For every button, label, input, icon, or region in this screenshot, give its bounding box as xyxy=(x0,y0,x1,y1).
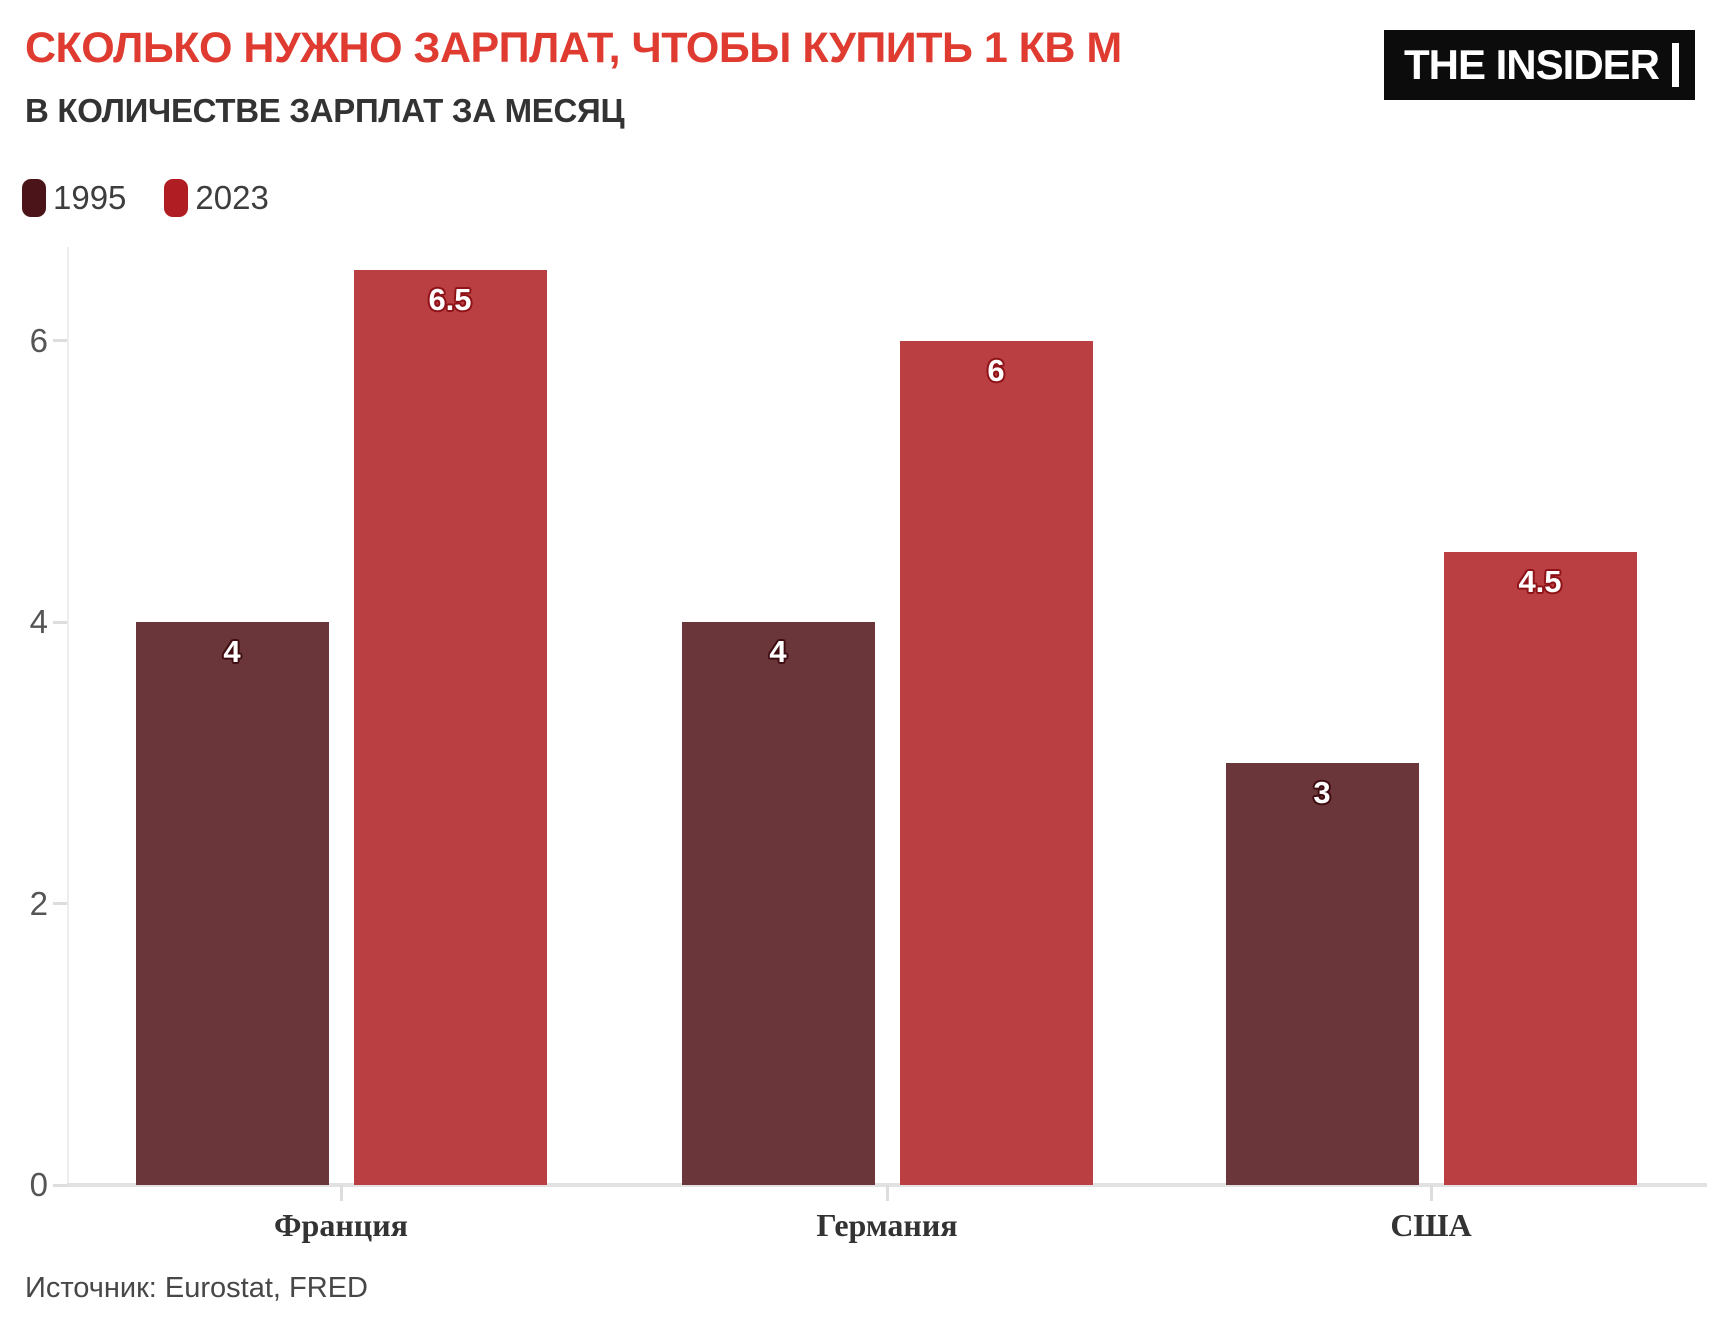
bar-2023-Германия xyxy=(899,341,1093,1185)
y-tick-mark xyxy=(53,902,67,906)
y-tick-mark xyxy=(53,620,67,624)
y-tick-label: 0 xyxy=(29,1166,48,1203)
y-tick-mark xyxy=(53,339,67,343)
bar-value-label: 3 xyxy=(1313,775,1331,810)
chart-legend: 1995 2023 xyxy=(22,179,269,217)
y-tick-label: 2 xyxy=(29,884,48,922)
bar-2023-США xyxy=(1443,552,1637,1185)
bar-value-label: 6.5 xyxy=(428,282,472,317)
bar-2023-Франция xyxy=(353,270,547,1185)
bar-value-label: 6 xyxy=(987,353,1005,388)
x-tick-mark xyxy=(1429,1185,1433,1201)
legend-swatch-2023 xyxy=(164,179,189,217)
x-tick-mark xyxy=(339,1185,343,1201)
x-category-label: США xyxy=(1390,1207,1472,1243)
source-note: Источник: Eurostat, FRED xyxy=(25,1272,368,1304)
legend-swatch-1995 xyxy=(22,179,46,217)
bar-1995-Франция xyxy=(135,622,329,1185)
legend-label-1995: 1995 xyxy=(53,179,127,216)
y-tick-label: 4 xyxy=(29,603,48,641)
x-category-label: Германия xyxy=(816,1207,958,1243)
legend-label-2023: 2023 xyxy=(195,179,269,216)
logo-text: THE INSIDER xyxy=(1403,41,1660,88)
bar-1995-США xyxy=(1225,763,1419,1185)
legend-item-1995: 1995 xyxy=(22,179,126,217)
legend-item-2023: 2023 xyxy=(164,179,269,217)
page-title: СКОЛЬКО НУЖНО ЗАРПЛАТ, ЧТОБЫ КУПИТЬ 1 КВ… xyxy=(25,24,1122,72)
bar-value-label: 4 xyxy=(223,634,241,669)
the-insider-logo: THE INSIDER xyxy=(1383,30,1695,100)
bar-value-label: 4 xyxy=(769,634,787,669)
x-category-label: Франция xyxy=(274,1207,408,1243)
y-tick-label: 6 xyxy=(29,321,48,359)
x-tick-mark xyxy=(885,1185,889,1201)
bar-1995-Германия xyxy=(681,622,875,1185)
bar-value-label: 4.5 xyxy=(1518,564,1562,599)
logo-cursor-bar xyxy=(1672,43,1679,87)
y-tick-mark xyxy=(53,1183,67,1187)
page-subtitle: В КОЛИЧЕСТВЕ ЗАРПЛАТ ЗА МЕСЯЦ xyxy=(25,92,625,129)
y-axis-line xyxy=(67,247,69,1185)
